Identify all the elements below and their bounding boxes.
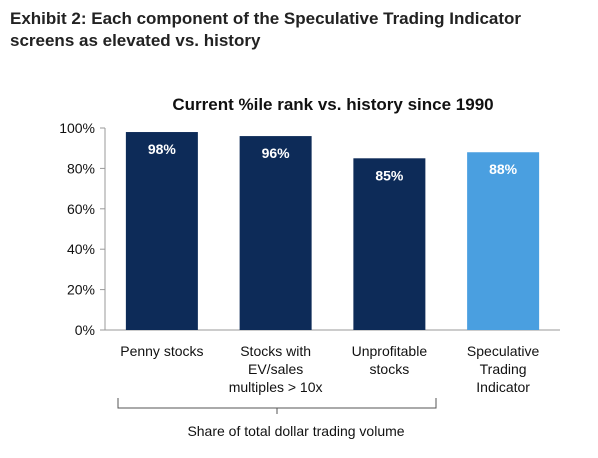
exhibit-title-line-1: Exhibit 2: Each component of the Specula… xyxy=(10,9,522,28)
data-label: 85% xyxy=(375,167,404,183)
bar xyxy=(239,136,312,330)
bracket-line xyxy=(117,398,437,414)
category-label-line: multiples > 10x xyxy=(229,379,323,395)
volume-bracket xyxy=(117,398,437,414)
category-label-line: Unprofitable xyxy=(352,343,428,359)
category-labels: Penny stocks Stocks with EV/sales multiples… xyxy=(120,343,539,395)
data-label: 96% xyxy=(262,145,291,161)
bars: 98% 96% 85% 88% xyxy=(125,132,540,330)
category-label-line: Indicator xyxy=(476,379,530,395)
category-label-line: Trading xyxy=(480,361,527,377)
category-label-line: Penny stocks xyxy=(120,343,203,359)
y-tick-label: 60% xyxy=(67,201,95,217)
category-label-line: Stocks with xyxy=(240,343,311,359)
category-label-line: stocks xyxy=(370,361,410,377)
category-label-line: EV/sales xyxy=(248,361,303,377)
y-tick-label: 20% xyxy=(67,282,95,298)
exhibit-title-line-2: screens as elevated vs. history xyxy=(10,31,261,50)
category-label-line: Speculative xyxy=(467,343,540,359)
data-label: 88% xyxy=(489,161,518,177)
bar xyxy=(467,152,540,330)
y-tick-label: 100% xyxy=(59,120,95,136)
bar xyxy=(353,158,426,330)
y-tick-label: 40% xyxy=(67,241,95,257)
bracket-label: Share of total dollar trading volume xyxy=(187,423,404,439)
category-label: Speculative Trading Indicator xyxy=(467,343,540,395)
category-label: Stocks with EV/sales multiples > 10x xyxy=(229,343,323,395)
chart-title: Current %ile rank vs. history since 1990 xyxy=(172,95,493,114)
category-label: Penny stocks xyxy=(120,343,203,359)
data-label: 98% xyxy=(148,141,177,157)
exhibit-title: Exhibit 2: Each component of the Specula… xyxy=(10,8,570,52)
category-label: Unprofitable stocks xyxy=(352,343,428,377)
y-tick-label: 0% xyxy=(75,322,95,338)
y-tick-label: 80% xyxy=(67,160,95,176)
bar xyxy=(125,132,198,330)
